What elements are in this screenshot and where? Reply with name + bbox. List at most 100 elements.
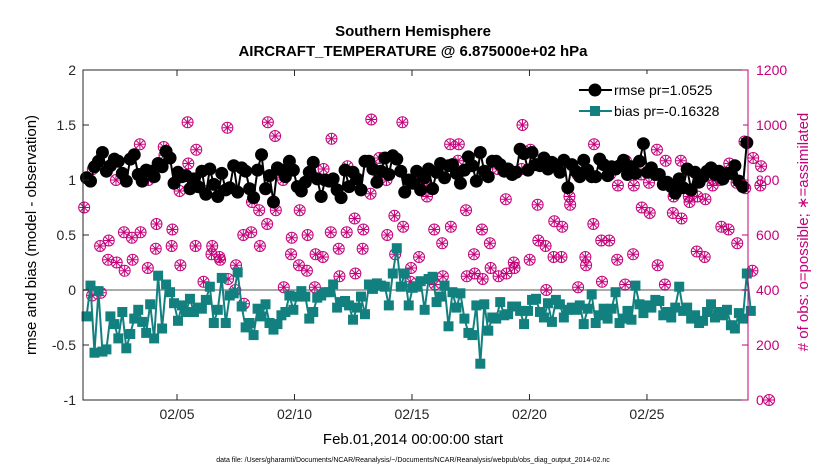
assimilated-point [206, 249, 217, 260]
bias-point [81, 311, 92, 322]
assimilated-point [79, 202, 90, 213]
assimilated-point [341, 227, 352, 238]
assimilated-point [565, 199, 576, 210]
bias-point [93, 286, 104, 297]
rmse-point [390, 152, 404, 166]
assimilated-point [675, 155, 686, 166]
assimilated-point [612, 180, 623, 191]
assimilated-point [127, 254, 138, 265]
bias-point [264, 318, 275, 328]
bias-point [447, 287, 458, 298]
y-tick-label: 1.5 [57, 117, 77, 133]
bias-point [443, 321, 454, 332]
bias-point [212, 304, 223, 315]
assimilated-point [286, 249, 297, 260]
bias-point [129, 313, 140, 324]
assimilated-point [182, 117, 193, 128]
possible-point [572, 281, 585, 294]
assimilated-point [700, 194, 711, 205]
possible-point [666, 207, 679, 219]
possible-point [261, 218, 274, 230]
bias-point [133, 304, 144, 315]
bias-point [272, 319, 283, 330]
assimilated-point [294, 205, 305, 216]
assimilated-point [651, 144, 662, 155]
bias-point [415, 276, 426, 287]
assimilated-point [748, 153, 759, 163]
rmse-point [394, 164, 408, 178]
possible-point [94, 240, 107, 252]
possible-point [102, 234, 115, 247]
possible-point [221, 121, 234, 134]
possible-point [189, 240, 202, 252]
assimilated-point [398, 221, 409, 232]
legend-bias-label: bias pr=-0.16328 [614, 103, 720, 119]
assimilated-point [326, 133, 337, 144]
bias-point [300, 291, 311, 302]
bias-point [411, 281, 422, 292]
assimilated-point [286, 232, 297, 243]
possible-point [483, 237, 496, 250]
assimilated-point [509, 263, 520, 273]
possible-point [349, 267, 362, 280]
assimilated-point [254, 241, 265, 251]
bias-point [606, 303, 617, 314]
possible-point [715, 220, 728, 233]
assimilated-point [103, 254, 114, 265]
possible-point [531, 198, 544, 211]
y2-tick-label: 200 [756, 337, 780, 353]
assimilated-point [596, 276, 607, 287]
bias-point [288, 304, 299, 315]
rmse-point [628, 166, 642, 180]
assimilated-point [699, 252, 710, 262]
assimilated-point [334, 271, 345, 282]
possible-point [635, 201, 648, 214]
bias-point [479, 299, 490, 310]
rmse-point [334, 191, 348, 205]
assimilated-point [764, 395, 775, 405]
bias-point [519, 319, 530, 330]
possible-point [611, 253, 624, 266]
assimilated-point [437, 271, 448, 282]
rmse-point [84, 174, 98, 188]
assimilated-point [126, 232, 137, 243]
assimilated-point [119, 265, 130, 276]
bias-point [666, 312, 677, 323]
possible-point [580, 259, 593, 272]
possible-point [754, 179, 767, 192]
assimilated-point [660, 155, 671, 166]
legend-box [575, 74, 743, 126]
assimilated-point [183, 158, 194, 169]
assimilated-point [573, 282, 584, 293]
possible-point [182, 157, 195, 170]
assimilated-point [214, 252, 225, 262]
rmse-point [215, 166, 229, 180]
bias-point [610, 287, 621, 298]
possible-point [141, 262, 154, 274]
bias-point [729, 323, 740, 334]
bias-point [216, 272, 227, 283]
rmse-point [298, 175, 312, 189]
assimilated-point [732, 238, 743, 249]
bias-point [690, 310, 701, 321]
possible-point [301, 229, 314, 241]
possible-point [340, 226, 353, 239]
possible-point [722, 223, 735, 236]
assimilated-point [349, 213, 360, 224]
assimilated-point [142, 263, 153, 273]
bias-point [546, 316, 557, 327]
rmse-point [255, 148, 269, 162]
bias-point [296, 286, 307, 297]
assimilated-point [540, 241, 551, 251]
bias-point [594, 310, 605, 321]
bias-point [698, 315, 709, 326]
assimilated-point [445, 221, 456, 232]
bias-point [184, 293, 195, 304]
assimilated-point [382, 230, 393, 240]
bias-point [483, 325, 494, 336]
assimilated-point [389, 210, 400, 221]
possible-point [133, 138, 146, 151]
assimilated-point [302, 230, 313, 240]
rmse-point [119, 174, 133, 188]
legend-rmse-marker [588, 83, 602, 97]
